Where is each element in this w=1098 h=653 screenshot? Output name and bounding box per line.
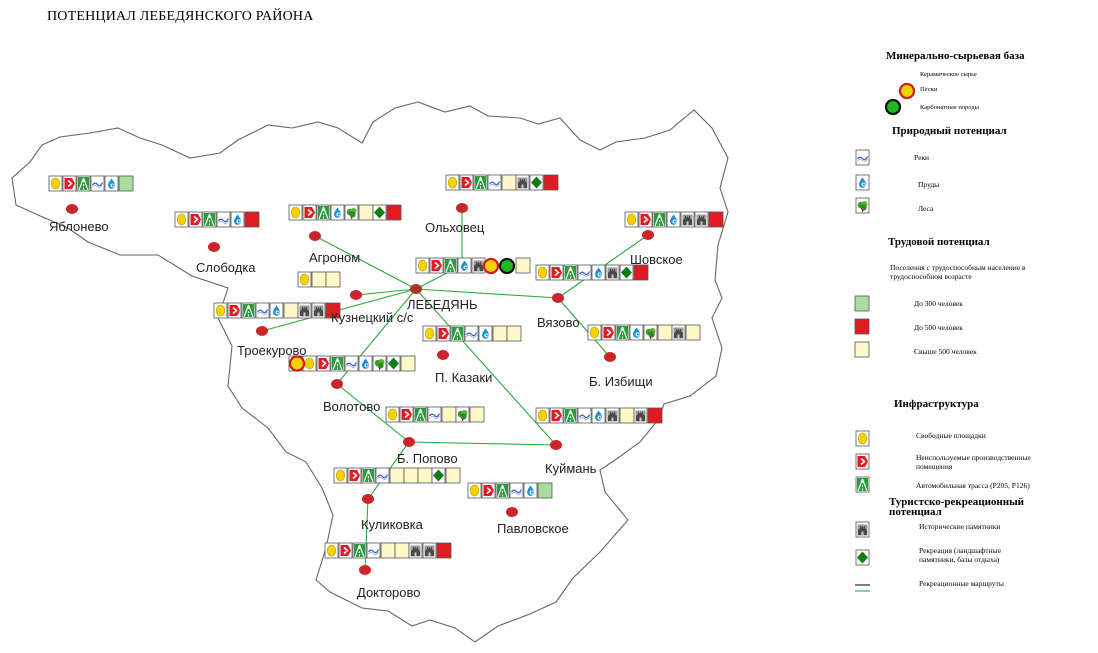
legend-recreation-label: Рекреация (ландшафтные памятники, базы о… xyxy=(919,546,1001,564)
place-label: Куликовка xyxy=(361,517,423,532)
legend-icons xyxy=(854,82,916,592)
place-label: Куймань xyxy=(545,461,597,476)
legend-rivers-label: Реки xyxy=(914,153,930,162)
settlement-dot[interactable] xyxy=(208,242,220,252)
legend-highway-label: Автомобильная трасса (Р205, Р126) xyxy=(916,481,1030,490)
icons-olkhovets xyxy=(445,174,559,191)
icons-volotovo xyxy=(288,355,416,372)
legend-carbonate-label: Карбонатные породы xyxy=(920,104,980,111)
icons-kuyman xyxy=(535,407,663,424)
legend-labor-high-label: Свыше 500 человек xyxy=(914,347,977,356)
settlement-dot[interactable] xyxy=(350,290,362,300)
place-label: Ольховец xyxy=(425,220,485,235)
place-label: Б. Попово xyxy=(397,451,458,466)
place-label: П. Казаки xyxy=(435,370,493,385)
icons-yablonevo xyxy=(48,175,134,192)
legend-labor-title: Трудовой потенциал xyxy=(888,236,990,248)
icons-kulikovka xyxy=(333,467,461,484)
settlement-dot[interactable] xyxy=(331,379,343,389)
icons-b-izbishchi xyxy=(587,324,701,341)
legend-ponds-label: Пруды xyxy=(918,180,940,189)
legend-nature-title: Природный потенциал xyxy=(892,125,1007,137)
settlement-dot[interactable] xyxy=(359,565,371,575)
place-label: Докторово xyxy=(357,585,421,600)
icons-agronom xyxy=(288,204,402,221)
place-label: Шовское xyxy=(630,252,683,267)
settlement-dot[interactable] xyxy=(362,494,374,504)
icons-vyazovo xyxy=(535,264,649,281)
icons-troekurovo xyxy=(213,302,341,319)
icons-p-kazaki xyxy=(422,325,522,342)
carbonate-icon xyxy=(884,98,902,116)
legend-tourism-title: Туристско-рекреационный потенциал xyxy=(889,496,1025,518)
legend-routes-label: Рекреационные маршруты xyxy=(919,579,1004,588)
legend-ceramic-label: Керамическое сырье xyxy=(920,71,977,78)
icons-lebedyan xyxy=(415,257,531,275)
place-label: Яблонево xyxy=(49,219,109,234)
place-label: Кузнецкий с/с xyxy=(331,310,414,325)
settlement-dot[interactable] xyxy=(403,437,415,447)
legend-labor-description: Поселения с трудоспособным население в т… xyxy=(890,263,1026,281)
settlement-dots xyxy=(66,203,654,575)
settlement-dot[interactable] xyxy=(66,204,78,214)
settlement-dot[interactable] xyxy=(410,284,422,294)
legend-premises-label: Неиспользуемые производственные помещени… xyxy=(916,453,1031,471)
settlement-dot[interactable] xyxy=(437,350,449,360)
settlement-dot[interactable] xyxy=(552,293,564,303)
icons-kuznetsky xyxy=(297,271,341,288)
icons-shovskoe xyxy=(624,211,724,228)
page-title: ПОТЕНЦИАЛ ЛЕБЕДЯНСКОГО РАЙОНА xyxy=(47,9,314,24)
legend-minerals-title: Минерально-сырьевая база xyxy=(886,50,1025,62)
settlement-dot[interactable] xyxy=(309,231,321,241)
settlement-dot[interactable] xyxy=(456,203,468,213)
legend-sand-label: Пески xyxy=(920,86,938,93)
legend-labor-mid-label: До 500 человек xyxy=(914,323,963,332)
place-label: Павловское xyxy=(497,521,569,536)
settlement-dot[interactable] xyxy=(256,326,268,336)
legend-labor-low-label: До 300 человек xyxy=(914,299,963,308)
icons-doktorovo xyxy=(324,542,452,559)
place-label: Троекурово xyxy=(237,343,307,358)
legend-forests-label: Леса xyxy=(918,204,934,213)
legend-monuments-label: Исторические памятники xyxy=(919,522,1001,531)
legend-sites-label: Свободные площадки xyxy=(916,431,986,440)
place-label: Слободка xyxy=(196,260,256,275)
settlement-dot[interactable] xyxy=(550,440,562,450)
place-label: Вязово xyxy=(537,315,580,330)
sand-icon xyxy=(898,82,916,100)
settlement-dot[interactable] xyxy=(604,352,616,362)
settlement-dot[interactable] xyxy=(642,230,654,240)
settlement-dot[interactable] xyxy=(506,507,518,517)
icons-b-popovo xyxy=(385,406,485,423)
legend-infra-title: Инфраструктура xyxy=(894,398,979,410)
place-label: ЛЕБЕДЯНЬ xyxy=(407,297,478,312)
icons-slobodka xyxy=(174,211,260,228)
place-label: Волотово xyxy=(323,399,381,414)
district-border xyxy=(11,101,729,643)
place-label: Б. Избищи xyxy=(589,374,653,389)
icons-pavlovskoe xyxy=(467,482,553,499)
place-label: Агроном xyxy=(309,250,361,265)
